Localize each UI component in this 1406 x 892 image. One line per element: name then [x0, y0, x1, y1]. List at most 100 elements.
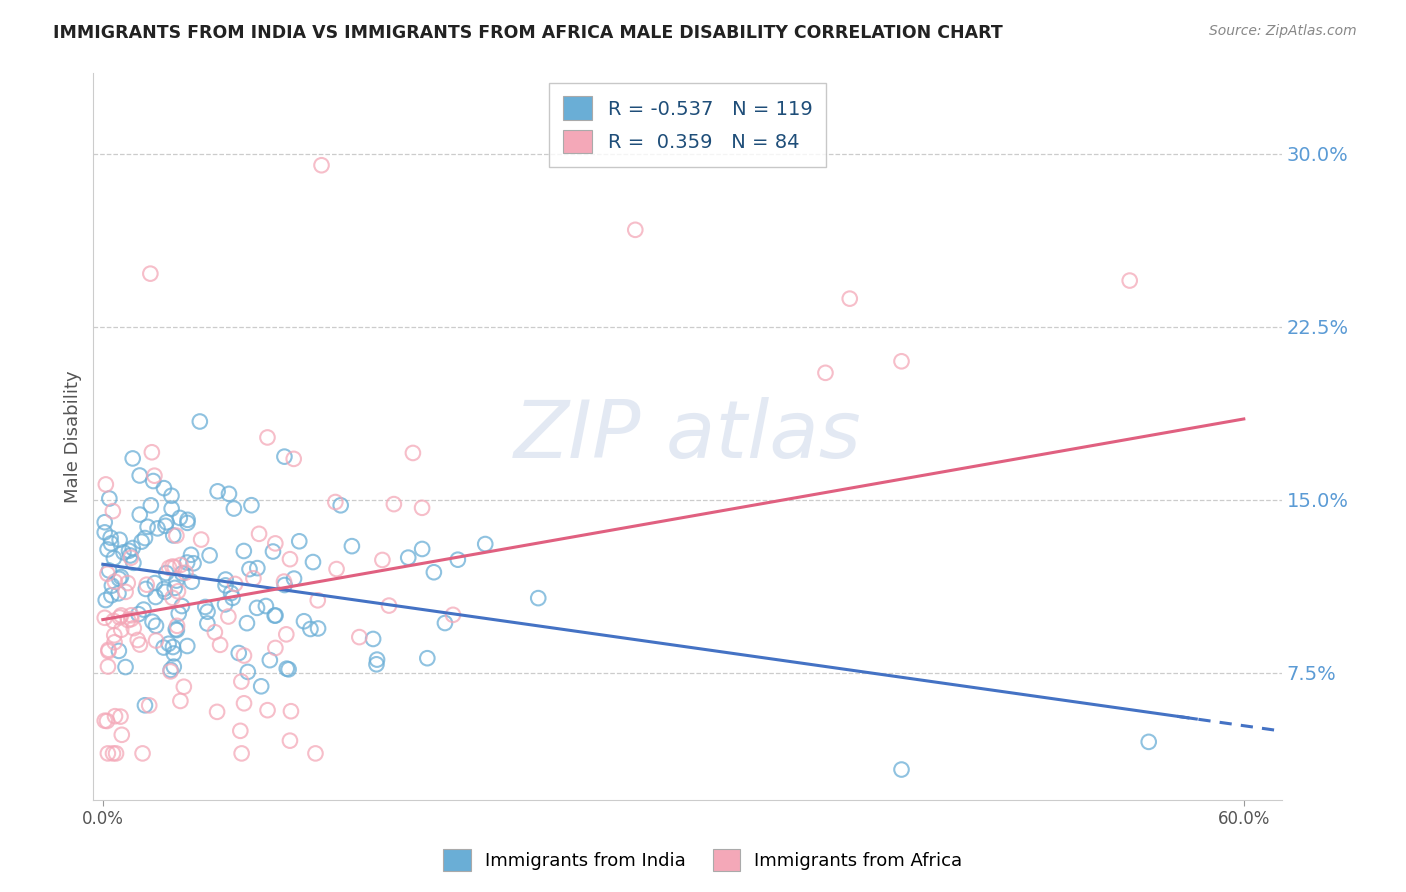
- Point: [103, 635, 125, 649]
- Point: [214, 598, 236, 612]
- Point: [242, 571, 264, 585]
- Point: [169, 694, 191, 708]
- Point: [104, 709, 127, 723]
- Point: [118, 544, 141, 558]
- Point: [174, 566, 197, 580]
- Point: [411, 541, 433, 556]
- Point: [371, 553, 394, 567]
- Point: [205, 705, 228, 719]
- Point: [169, 511, 191, 525]
- Point: [132, 602, 155, 616]
- Point: [167, 584, 190, 599]
- Point: [236, 665, 259, 679]
- Point: [142, 474, 165, 488]
- Point: [264, 536, 287, 550]
- Point: [120, 550, 142, 565]
- Point: [349, 630, 371, 644]
- Point: [273, 450, 295, 464]
- Point: [122, 621, 145, 635]
- Point: [224, 577, 246, 591]
- Point: [108, 572, 131, 586]
- Point: [165, 622, 187, 636]
- Point: [259, 653, 281, 667]
- Point: [624, 223, 647, 237]
- Point: [254, 599, 277, 613]
- Legend: Immigrants from India, Immigrants from Africa: Immigrants from India, Immigrants from A…: [436, 842, 970, 879]
- Point: [136, 520, 159, 534]
- Point: [131, 534, 153, 549]
- Point: [176, 516, 198, 530]
- Y-axis label: Male Disability: Male Disability: [65, 370, 82, 502]
- Point: [93, 525, 115, 540]
- Point: [222, 501, 245, 516]
- Point: [170, 599, 193, 613]
- Point: [814, 366, 837, 380]
- Point: [162, 528, 184, 542]
- Point: [214, 573, 236, 587]
- Point: [122, 556, 145, 570]
- Point: [93, 611, 115, 625]
- Point: [114, 660, 136, 674]
- Point: [97, 659, 120, 673]
- Point: [101, 747, 124, 761]
- Point: [256, 430, 278, 444]
- Point: [163, 659, 186, 673]
- Point: [162, 640, 184, 654]
- Point: [232, 544, 254, 558]
- Point: [276, 662, 298, 676]
- Point: [121, 541, 143, 555]
- Point: [188, 415, 211, 429]
- Point: [98, 564, 121, 578]
- Point: [173, 680, 195, 694]
- Point: [141, 615, 163, 629]
- Point: [366, 657, 388, 672]
- Point: [180, 548, 202, 562]
- Point: [155, 516, 177, 530]
- Point: [159, 665, 181, 679]
- Point: [283, 451, 305, 466]
- Point: [108, 533, 131, 547]
- Point: [280, 704, 302, 718]
- Text: IMMIGRANTS FROM INDIA VS IMMIGRANTS FROM AFRICA MALE DISABILITY CORRELATION CHAR: IMMIGRANTS FROM INDIA VS IMMIGRANTS FROM…: [53, 24, 1002, 42]
- Point: [145, 619, 167, 633]
- Point: [105, 747, 128, 761]
- Point: [240, 498, 263, 512]
- Point: [110, 709, 132, 723]
- Point: [103, 551, 125, 566]
- Point: [176, 513, 198, 527]
- Point: [139, 499, 162, 513]
- Point: [110, 608, 132, 623]
- Point: [128, 508, 150, 522]
- Point: [273, 574, 295, 589]
- Point: [157, 561, 180, 575]
- Point: [198, 549, 221, 563]
- Point: [250, 679, 273, 693]
- Point: [155, 518, 177, 533]
- Point: [111, 728, 134, 742]
- Point: [107, 586, 129, 600]
- Point: [131, 747, 153, 761]
- Point: [143, 468, 166, 483]
- Point: [160, 489, 183, 503]
- Point: [231, 674, 253, 689]
- Point: [94, 593, 117, 607]
- Point: [143, 576, 166, 591]
- Point: [366, 652, 388, 666]
- Point: [127, 632, 149, 647]
- Point: [233, 648, 256, 663]
- Point: [110, 570, 132, 584]
- Point: [329, 498, 352, 512]
- Point: [155, 566, 177, 580]
- Point: [1137, 735, 1160, 749]
- Point: [231, 747, 253, 761]
- Point: [273, 578, 295, 592]
- Point: [166, 574, 188, 588]
- Point: [264, 640, 287, 655]
- Point: [283, 572, 305, 586]
- Point: [104, 574, 127, 589]
- Point: [218, 487, 240, 501]
- Point: [233, 696, 256, 710]
- Legend: R = -0.537   N = 119, R =  0.359   N = 84: R = -0.537 N = 119, R = 0.359 N = 84: [550, 83, 825, 167]
- Point: [238, 562, 260, 576]
- Point: [262, 544, 284, 558]
